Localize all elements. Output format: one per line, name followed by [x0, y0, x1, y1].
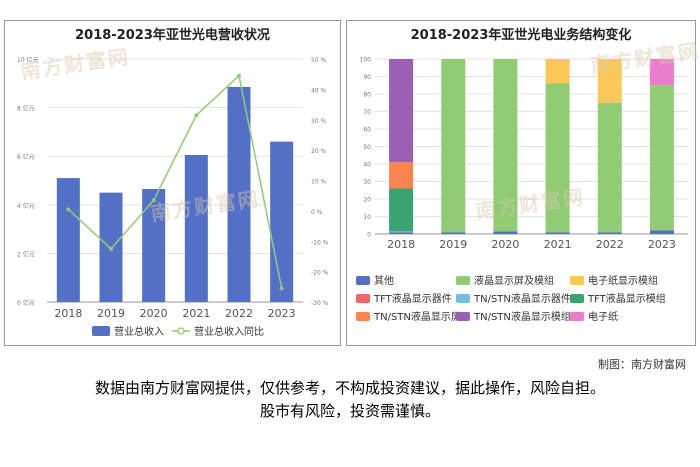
stacked-bar-segment — [649, 230, 674, 234]
x-tick-label: 2023 — [268, 307, 296, 320]
legend-label-revenue: 营业总收入 — [114, 325, 164, 338]
y-tick-label: 6 亿元 — [17, 153, 35, 161]
x-tick-label: 2021 — [544, 238, 572, 251]
y-tick-label: 40 — [363, 162, 371, 169]
stacked-bar-segment — [597, 232, 622, 234]
disclaimer-line-2: 股市有风险，投资需谨慎。 — [259, 402, 440, 420]
y-tick-label: 90 — [363, 74, 371, 81]
legend-label: 电子纸 — [588, 310, 618, 323]
legend-swatch — [356, 312, 370, 321]
y2-tick-label: -30 % — [311, 300, 329, 307]
x-tick-label: 2019 — [97, 307, 125, 320]
revenue-chart-panel: 2018-2023年亚世光电营收状况 0 亿元 2 亿元 4 亿元 6 亿元 8 亿元 1… — [4, 20, 341, 346]
y2-tick-label: -20 % — [311, 270, 329, 277]
legend-label: TFT液晶显示器件 — [373, 292, 452, 305]
legend-label: 液晶显示屏及模组 — [474, 274, 554, 287]
legend-swatch — [456, 276, 470, 285]
legend-swatch — [570, 276, 584, 285]
yoy-growth-point — [109, 246, 113, 251]
yoy-growth-point — [66, 207, 71, 212]
x-tick-label: 2018 — [387, 238, 415, 251]
revenue-bar — [270, 141, 294, 302]
revenue-chart-title: 2018-2023年亚世光电营收状况 — [75, 28, 270, 43]
y-tick-label: 70 — [363, 109, 371, 116]
stacked-bar-segment — [493, 59, 518, 232]
stacked-bar-segment — [545, 83, 570, 233]
x-tick-label: 2023 — [648, 238, 676, 251]
y2-tick-label: -10 % — [311, 239, 329, 246]
x-tick-label: 2018 — [54, 307, 82, 320]
legend-swatch-revenue — [92, 326, 110, 336]
y-tick-label: 10 — [363, 214, 371, 221]
y2-tick-label: 20 % — [311, 148, 327, 155]
y-tick-label: 10 亿元 — [17, 56, 39, 64]
stacked-bar-segment — [389, 231, 414, 233]
stacked-bar-segment — [389, 162, 414, 189]
stacked-bar-segment — [649, 59, 674, 86]
y-tick-label: 100 — [360, 57, 372, 64]
legend-label: TN/STN液晶显示器件 — [473, 292, 571, 305]
stacked-bar-segment — [441, 232, 466, 234]
yoy-growth-line — [67, 74, 283, 289]
stacked-bar-segment — [597, 59, 622, 103]
revenue-chart: 0 亿元 2 亿元 4 亿元 6 亿元 8 亿元 10 亿元 -30 % -20 % -10 %… — [17, 56, 329, 338]
x-tick-label: 2021 — [182, 307, 210, 320]
y2-tick-label: 30 % — [311, 118, 327, 125]
legend-swatch — [570, 294, 584, 303]
y-tick-label: 8 亿元 — [17, 105, 35, 113]
stacked-bar-segment — [389, 188, 414, 232]
legend-marker-yoy — [177, 327, 185, 335]
revenue-bar — [56, 178, 80, 302]
y-tick-label: 50 — [363, 144, 371, 151]
legend-label-yoy: 营业总收入同比 — [194, 325, 264, 338]
revenue-bar — [142, 189, 166, 302]
y-tick-label: 4 亿元 — [17, 202, 35, 210]
y-tick-label: 30 — [363, 179, 371, 186]
y-tick-label: 0 — [367, 232, 371, 239]
y-tick-label: 60 — [363, 127, 371, 134]
y-tick-label: 20 — [363, 197, 371, 204]
x-tick-label: 2020 — [491, 238, 519, 251]
legend-swatch — [456, 294, 470, 303]
legend-label: TN/STN液晶显示屏 — [373, 310, 461, 323]
yoy-growth-point — [151, 198, 156, 203]
y2-tick-label: 10 % — [311, 179, 327, 186]
y2-tick-label: 0 % — [311, 209, 323, 216]
stacked-bar-segment — [493, 231, 518, 234]
stacked-bar-segment — [389, 59, 414, 163]
y-tick-label: 2 亿元 — [17, 250, 35, 258]
stacked-bar-segment — [545, 59, 570, 84]
stacked-bar-segment — [597, 102, 622, 233]
yoy-growth-point — [237, 73, 241, 78]
legend-swatch — [356, 294, 370, 303]
yoy-growth-point — [279, 286, 284, 291]
stacked-bar-segment — [545, 232, 570, 234]
x-tick-label: 2022 — [596, 238, 624, 251]
source-note: 制图：南方财富网 — [598, 358, 686, 371]
business-structure-chart-title: 2018-2023年亚世光电业务结构变化 — [410, 28, 632, 43]
legend-label: TN/STN液晶显示模组 — [473, 310, 571, 323]
legend-label: 其他 — [374, 274, 394, 287]
x-tick-label: 2019 — [439, 238, 467, 251]
yoy-growth-point — [194, 113, 199, 118]
legend-swatch — [356, 276, 370, 285]
y2-tick-label: 50 % — [311, 57, 327, 64]
x-tick-label: 2020 — [140, 307, 168, 320]
legend-label: 电子纸显示模组 — [588, 274, 658, 287]
revenue-bar — [184, 154, 208, 302]
x-tick-label: 2022 — [225, 307, 253, 320]
y-tick-label: 80 — [363, 92, 371, 99]
stacked-bar-segment — [389, 232, 414, 234]
legend-swatch — [456, 312, 470, 321]
business-structure-chart-panel: 2018-2023年亚世光电业务结构变化 0 10 20 30 40 50 60 70 80 90… — [346, 20, 696, 346]
stacked-bar-segment — [649, 85, 674, 231]
legend-swatch — [570, 312, 584, 321]
y-tick-label: 0 亿元 — [17, 299, 35, 307]
stacked-bar-segment — [441, 59, 466, 233]
legend-label: TFT液晶显示模组 — [587, 292, 666, 305]
y2-tick-label: 40 % — [311, 87, 327, 94]
revenue-bar — [227, 86, 251, 302]
business-structure-chart: 0 10 20 30 40 50 60 70 80 90 100 2018 2019 2020 2021 20… — [356, 57, 688, 323]
disclaimer-line-1: 数据由南方财富网提供，仅供参考，不构成投资建议，据此操作，风险自担。 — [94, 379, 605, 397]
